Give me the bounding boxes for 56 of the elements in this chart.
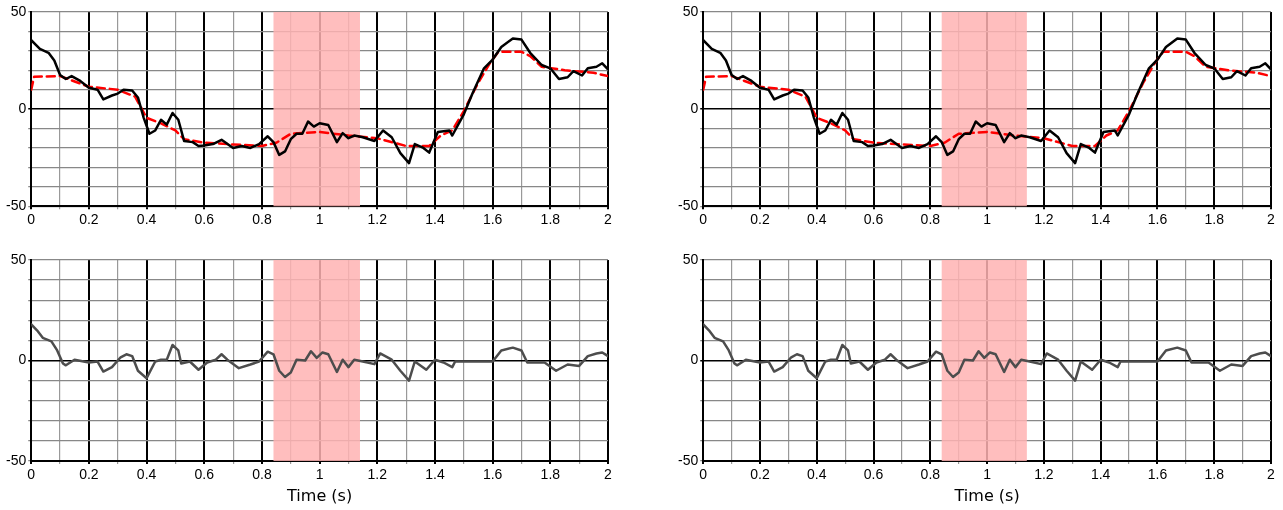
x-tick-label: 1.6: [1147, 211, 1168, 228]
x-tick-label: 0.8: [252, 211, 272, 228]
x-tick-label: 1: [315, 211, 324, 228]
x-tick-label: 1.8: [540, 466, 561, 483]
x-tick-label: 1.6: [1147, 466, 1168, 483]
x-tick-label: 2: [1267, 211, 1276, 228]
x-tick-label: 0.4: [136, 466, 157, 483]
line-series: [31, 50, 608, 148]
line-series: [703, 50, 1271, 148]
x-tick-label: 0.8: [920, 466, 941, 483]
y-tick-label: 0: [18, 351, 27, 368]
x-tick-label: 0.4: [807, 466, 827, 483]
x-tick-label: 1: [983, 466, 992, 483]
x-tick-label: 1.4: [1090, 466, 1111, 483]
y-tick-label: -50: [678, 451, 699, 468]
x-tick-label: 1.4: [425, 466, 445, 483]
x-tick-label: 1.6: [482, 466, 503, 483]
x-tick-label: 1.8: [1204, 466, 1225, 483]
x-tick-label: 1.2: [1034, 211, 1054, 228]
y-tick-label: 50: [682, 250, 699, 267]
x-tick-label: 1.2: [367, 211, 388, 228]
x-tick-label: 0.8: [920, 211, 941, 228]
x-axis-title: Time (s): [286, 485, 353, 505]
y-tick-label: -50: [6, 451, 27, 468]
x-tick-label: 0.6: [194, 211, 215, 228]
y-tick-label: 0: [690, 99, 699, 116]
x-tick-label: 2: [604, 211, 613, 228]
x-tick-label: 0.2: [750, 211, 770, 228]
x-tick-label: 0.2: [79, 211, 99, 228]
x-axis-title: Time (s): [953, 485, 1020, 505]
x-tick-label: 0.6: [194, 466, 215, 483]
x-tick-label: 1.6: [482, 211, 503, 228]
x-tick-label: 1.8: [540, 211, 561, 228]
y-tick-label: -50: [678, 197, 699, 214]
x-tick-label: 1.4: [425, 211, 445, 228]
y-tick-label: -50: [6, 197, 27, 214]
y-tick-label: 50: [10, 2, 27, 19]
x-tick-label: 0.6: [863, 466, 884, 483]
x-tick-label: 0.4: [136, 211, 157, 228]
x-tick-label: 0.4: [807, 211, 827, 228]
x-tick-label: 0.8: [252, 466, 272, 483]
x-tick-label: 2: [1267, 466, 1276, 483]
x-tick-label: 1: [315, 466, 324, 483]
y-tick-label: 0: [690, 351, 699, 368]
x-tick-label: 0.2: [750, 466, 770, 483]
y-tick-label: 0: [18, 99, 27, 116]
x-tick-label: 2: [604, 466, 613, 483]
x-tick-label: 1: [983, 211, 992, 228]
x-tick-label: 1.4: [1090, 211, 1111, 228]
x-tick-label: 1.2: [1034, 466, 1054, 483]
y-tick-label: 50: [10, 250, 27, 267]
x-tick-label: 0.2: [79, 466, 99, 483]
y-tick-label: 50: [682, 2, 699, 19]
x-tick-label: 0.6: [863, 211, 884, 228]
x-tick-label: 1.8: [1204, 211, 1225, 228]
x-tick-label: 1.2: [367, 466, 388, 483]
